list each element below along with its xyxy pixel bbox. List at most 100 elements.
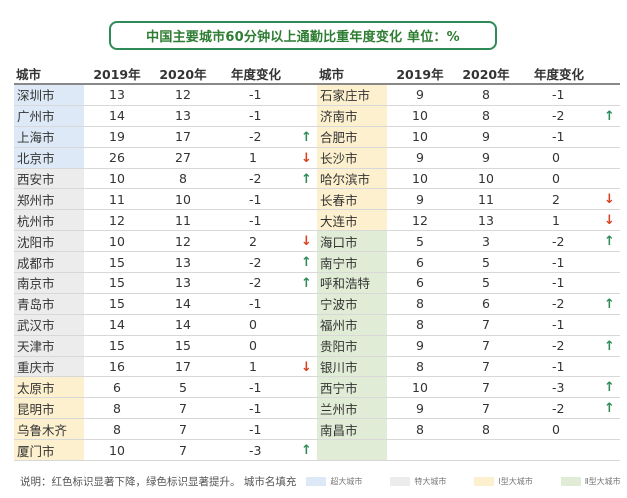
trend-cell — [296, 376, 317, 399]
city-cell: 上海市 — [14, 126, 84, 148]
table-row: 贵阳市 9 7 -2 ↑ — [317, 335, 620, 357]
header-city: 城市 — [317, 64, 387, 85]
commute-table-left: 城市 2019年 2020年 年度变化 深圳市 13 12 -1 广州市 14 13 -1 上海… — [14, 64, 317, 462]
arrow-up-icon: ↑ — [301, 171, 312, 187]
city-cell: 沈阳市 — [14, 230, 84, 253]
table-row — [317, 439, 620, 462]
value-2020-cell: 17 — [150, 126, 216, 148]
header-change: 年度变化 — [519, 64, 599, 85]
arrow-up-icon: ↑ — [604, 234, 615, 250]
table-row: 昆明市 8 7 -1 — [14, 397, 317, 420]
table-row: 西宁市 10 7 -3 ↑ — [317, 376, 620, 399]
footer-note: 说明：红色标识显著下降，绿色标识显著提升。 城市名填充 超大城市 特大城市 Ⅰ型大城… — [20, 474, 627, 489]
table-row: 长春市 9 11 2 ↓ — [317, 188, 620, 211]
city-cell: 长春市 — [317, 188, 387, 211]
value-2020-cell: 5 — [453, 272, 519, 294]
value-2019-cell: 10 — [387, 168, 453, 190]
change-cell: 1 — [216, 356, 296, 378]
header-2020: 2020年 — [453, 64, 519, 85]
arrow-down-icon: ↓ — [301, 150, 312, 166]
table-row: 武汉市 14 14 0 — [14, 314, 317, 336]
arrow-up-icon: ↑ — [604, 296, 615, 312]
trend-cell: ↑ — [296, 251, 317, 274]
city-cell: 昆明市 — [14, 397, 84, 420]
value-2020-cell: 7 — [150, 439, 216, 462]
value-2019-cell: 10 — [387, 105, 453, 127]
value-2020-cell: 5 — [150, 376, 216, 399]
table-row: 厦门市 10 7 -3 ↑ — [14, 439, 317, 462]
change-cell: -1 — [519, 126, 599, 148]
legend-swatch — [474, 477, 495, 486]
trend-cell — [296, 209, 317, 232]
trend-cell: ↑ — [296, 168, 317, 190]
value-2019-cell: 10 — [84, 230, 150, 253]
value-2020-cell: 14 — [150, 314, 216, 336]
change-cell: -2 — [519, 335, 599, 357]
table-row: 深圳市 13 12 -1 — [14, 84, 317, 106]
table-row: 重庆市 16 17 1 ↓ — [14, 356, 317, 378]
trend-cell — [599, 126, 620, 148]
change-cell: 0 — [216, 314, 296, 336]
value-2020-cell: 8 — [453, 84, 519, 106]
value-2020-cell: 3 — [453, 230, 519, 253]
city-cell: 杭州市 — [14, 209, 84, 232]
table-row: 银川市 8 7 -1 — [317, 356, 620, 378]
table-row: 郑州市 11 10 -1 — [14, 188, 317, 211]
table-row: 哈尔滨市 10 10 0 — [317, 168, 620, 190]
value-2020-cell: 7 — [453, 376, 519, 399]
trend-cell — [296, 418, 317, 441]
table-body-left: 深圳市 13 12 -1 广州市 14 13 -1 上海市 19 17 -2 ↑ 北京市 26 27 1 ↓ 西安市… — [14, 84, 317, 462]
trend-cell: ↓ — [599, 209, 620, 232]
change-cell: 0 — [519, 418, 599, 441]
value-2019-cell: 8 — [84, 418, 150, 441]
city-cell: 呼和浩特 — [317, 272, 387, 294]
value-2020-cell: 7 — [150, 418, 216, 441]
value-2019-cell: 9 — [387, 147, 453, 169]
value-2020-cell: 7 — [453, 356, 519, 378]
trend-cell — [296, 314, 317, 336]
trend-cell: ↑ — [599, 293, 620, 315]
table-row: 南京市 15 13 -2 ↑ — [14, 272, 317, 294]
city-cell: 哈尔滨市 — [317, 168, 387, 190]
value-2019-cell: 10 — [84, 168, 150, 190]
change-cell: -1 — [216, 209, 296, 232]
table-row: 宁波市 8 6 -2 ↑ — [317, 293, 620, 315]
change-cell: -1 — [519, 314, 599, 336]
value-2019-cell: 10 — [387, 376, 453, 399]
value-2020-cell: 10 — [150, 188, 216, 211]
value-2020-cell: 9 — [453, 147, 519, 169]
change-cell: -1 — [216, 397, 296, 420]
arrow-up-icon: ↑ — [604, 401, 615, 417]
city-cell: 宁波市 — [317, 293, 387, 315]
trend-cell — [599, 251, 620, 274]
value-2020-cell: 9 — [453, 126, 519, 148]
trend-cell — [599, 314, 620, 336]
header-2019: 2019年 — [84, 64, 150, 85]
city-cell: 武汉市 — [14, 314, 84, 336]
trend-cell: ↑ — [296, 126, 317, 148]
header-2020: 2020年 — [150, 64, 216, 85]
change-cell: -1 — [216, 293, 296, 315]
header-2019: 2019年 — [387, 64, 453, 85]
value-2020-cell: 8 — [453, 105, 519, 127]
change-cell: -2 — [216, 168, 296, 190]
trend-cell: ↑ — [599, 376, 620, 399]
trend-cell — [599, 147, 620, 169]
change-cell: 2 — [519, 188, 599, 211]
change-cell: -1 — [519, 251, 599, 274]
table-row: 广州市 14 13 -1 — [14, 105, 317, 127]
change-cell: -1 — [216, 376, 296, 399]
city-cell: 天津市 — [14, 335, 84, 357]
value-2020-cell — [453, 439, 519, 462]
city-cell: 贵阳市 — [317, 335, 387, 357]
city-cell: 兰州市 — [317, 397, 387, 420]
legend-label: Ⅱ型大城市 — [584, 477, 621, 486]
change-cell: 1 — [519, 209, 599, 232]
header-arrow — [296, 64, 317, 85]
page-title: 中国主要城市60分钟以上通勤比重年度变化 单位：% — [109, 21, 497, 50]
trend-cell: ↑ — [599, 105, 620, 127]
city-cell: 郑州市 — [14, 188, 84, 211]
change-cell — [519, 439, 599, 462]
legend-item: 超大城市 — [306, 476, 380, 487]
header-change: 年度变化 — [216, 64, 296, 85]
